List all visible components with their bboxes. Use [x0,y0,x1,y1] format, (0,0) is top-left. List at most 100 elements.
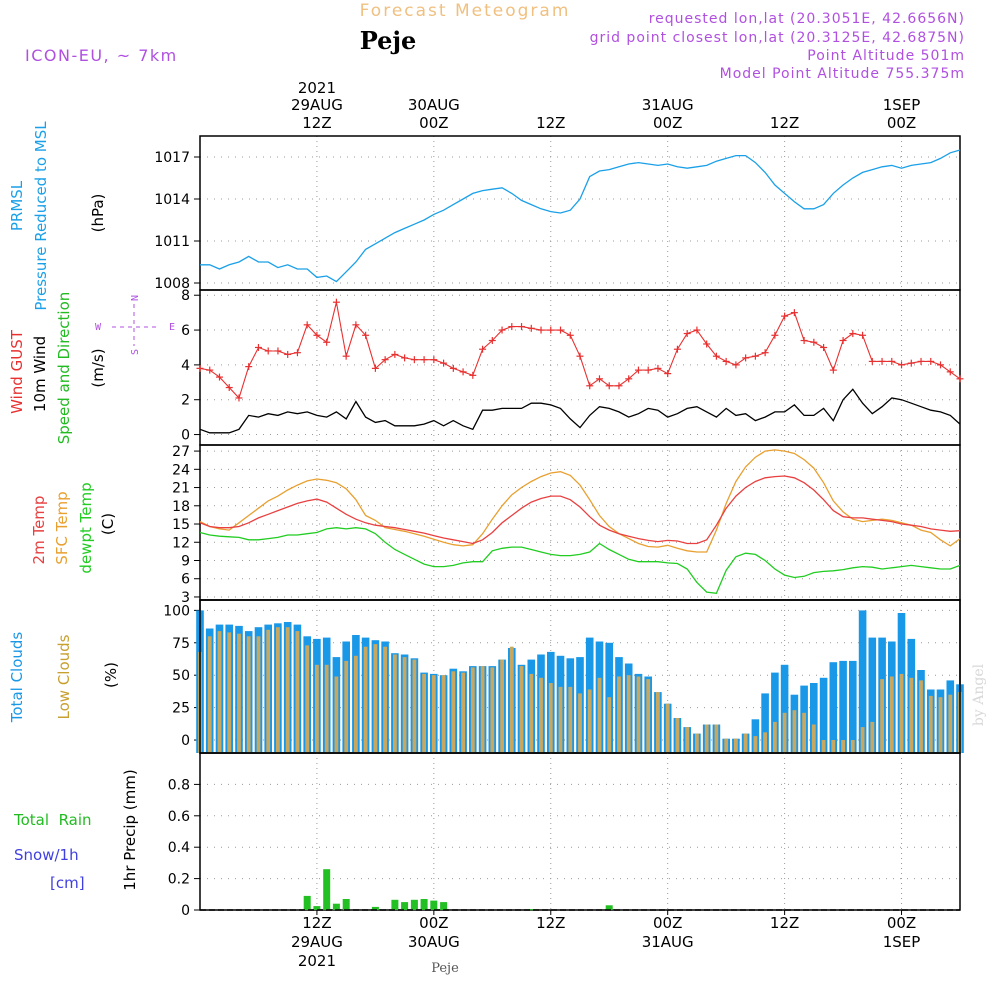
low-cloud-bar [753,736,758,753]
gust-marker [820,343,828,351]
gust-marker [625,375,633,383]
gust-marker [235,394,243,402]
gust-marker [352,321,360,329]
clouds-tick-label: 50 [172,668,190,684]
rain-bar [371,906,379,910]
time-top-date: 30AUG [408,96,460,114]
low-cloud-bar [490,667,495,753]
time-top-date: 1SEP [883,96,921,114]
gust-marker [761,349,769,357]
low-cloud-bar [509,646,514,753]
gust-marker [537,326,545,334]
low-cloud-bar [646,679,651,753]
gust-marker [946,368,954,376]
wind-compass: N S W E [95,295,175,355]
total-cloud-bar [839,660,847,753]
gust-marker [644,366,652,374]
gust-marker [634,366,642,374]
total-clouds-label: Total Clouds [8,632,26,724]
gust-marker [498,326,506,334]
time-bottom-hour: 12Z [302,914,331,932]
rain-bar [313,906,321,910]
time-bottom-date: 29AUG [291,933,343,951]
low-cloud-bar [617,676,621,753]
time-top-tick: 12Z [770,114,799,132]
gust-marker [781,312,789,320]
time-top-tick: 12Z [536,114,565,132]
temp-tick-label: 6 [181,572,190,588]
gust-marker [790,309,798,317]
precip-tick-label: 0.2 [168,872,190,888]
total-cloud-bar [810,683,818,753]
gust-marker [868,357,876,365]
low-cloud-bar [363,646,368,753]
gust-marker [381,356,389,364]
gust-marker [849,330,857,338]
model-altitude: Model Point Altitude 755.375m [720,66,965,82]
temp-tick-label: 3 [181,590,190,606]
total-cloud-bar [868,637,877,753]
gust-marker [683,330,691,338]
gust-marker [362,331,370,339]
gust-marker [839,337,847,345]
low-cloud-bar [636,676,641,753]
clouds-tick-label: 25 [172,701,190,717]
temp-tick-label: 15 [172,517,190,533]
gust-marker [888,357,896,365]
low-cloud-bar [870,721,875,753]
low-cloud-bar [529,673,534,753]
temp-tick-label: 12 [172,535,190,551]
gust-marker [654,364,662,372]
low-cloud-bar [597,677,602,753]
gust-marker [488,337,496,345]
gust-marker [829,366,837,374]
t2m-line [199,475,961,545]
gust-marker [371,364,379,372]
clouds-tick-label: 100 [163,603,190,619]
temp-panel: 3 6 9 12 15 18 21 24 27 [172,444,961,606]
gust-marker [479,345,487,353]
rain-bar [410,899,418,910]
gust-marker [615,382,623,390]
time-bottom-hour: 00Z [419,914,448,932]
pressure-label-prmsl: PRMSL [8,180,26,231]
time-bottom-date: 31AUG [642,933,694,951]
pressure-tick-label: 1017 [154,150,190,166]
time-bottom-tick: 12Z [536,910,565,932]
compass-e-label: E [169,322,175,333]
time-bottom-date: 1SEP [883,933,921,951]
temp-tick-label: 27 [172,444,190,460]
compass-w-label: W [95,322,102,333]
gust-marker [284,350,292,358]
gust-marker [566,331,574,339]
low-cloud-bar [422,673,426,753]
low-cloud-bar [324,664,329,753]
gust-marker [196,364,204,372]
low-cloud-bar [919,680,923,753]
wind-dir-label: Speed and Direction [55,292,73,445]
total-cloud-bar [819,677,828,753]
low-cloud-bar [831,740,836,753]
gust-marker [917,357,925,365]
low-cloud-bar [695,733,699,753]
low-cloud-bar [607,697,612,753]
gust-marker [703,340,711,348]
wind-speed-line [199,388,961,434]
low-cloud-bar [685,727,690,753]
low-cloud-bar [461,672,465,753]
gust-marker [254,343,262,351]
gust-marker [751,352,759,360]
compass-s-label: S [130,349,141,355]
snow-cm-label: [cm] [50,874,85,892]
precip-tick-label: 0.6 [168,809,190,825]
gust-marker [927,357,935,365]
pressure-tick-label: 1014 [154,192,190,208]
requested-coords: requested lon,lat (20.3051E, 42.6656N) [649,11,965,27]
chart-title: Forecast Meteogram [360,1,571,21]
gust-marker [712,352,720,360]
time-bottom-hour: 00Z [887,914,916,932]
